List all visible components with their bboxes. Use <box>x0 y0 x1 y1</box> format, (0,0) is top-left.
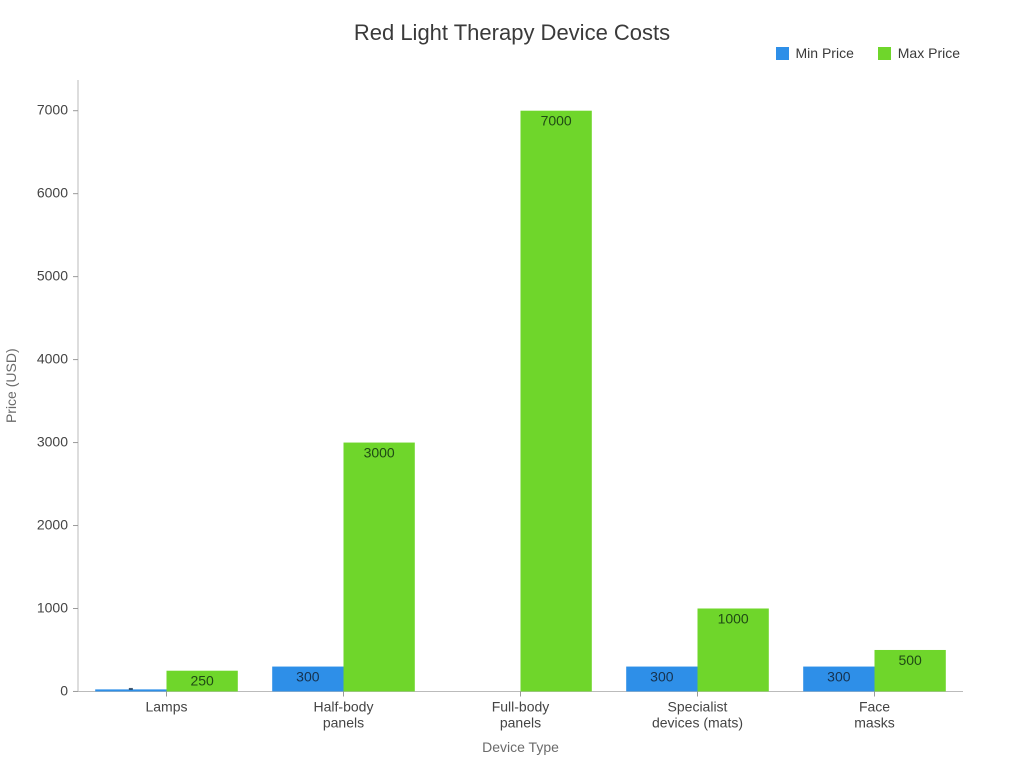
svg-text:300: 300 <box>827 669 851 685</box>
svg-text:4000: 4000 <box>37 351 68 367</box>
svg-text:300: 300 <box>650 669 674 685</box>
svg-text:Price (USD): Price (USD) <box>3 348 19 423</box>
svg-text:300: 300 <box>296 669 320 685</box>
svg-text:7000: 7000 <box>37 102 68 118</box>
svg-text:Full-body: Full-body <box>492 698 550 714</box>
svg-text:3000: 3000 <box>364 445 395 461</box>
svg-text:Specialist: Specialist <box>668 698 728 714</box>
svg-text:Device Type: Device Type <box>482 739 559 755</box>
svg-text:500: 500 <box>898 652 922 668</box>
svg-text:1000: 1000 <box>718 610 749 626</box>
svg-text:devices (mats): devices (mats) <box>652 714 743 730</box>
svg-text:6000: 6000 <box>37 185 68 201</box>
svg-text:Half-body: Half-body <box>314 698 374 714</box>
svg-text:7000: 7000 <box>541 113 572 129</box>
svg-text:panels: panels <box>500 714 541 730</box>
svg-text:1000: 1000 <box>37 599 68 615</box>
svg-text:masks: masks <box>854 714 894 730</box>
svg-text:5000: 5000 <box>37 268 68 284</box>
svg-text:250: 250 <box>190 673 214 689</box>
svg-text:Lamps: Lamps <box>145 698 187 714</box>
svg-text:2000: 2000 <box>37 517 68 533</box>
svg-text:3000: 3000 <box>37 434 68 450</box>
svg-text:Face: Face <box>859 698 890 714</box>
svg-text:0: 0 <box>60 682 68 698</box>
svg-text:panels: panels <box>323 714 364 730</box>
